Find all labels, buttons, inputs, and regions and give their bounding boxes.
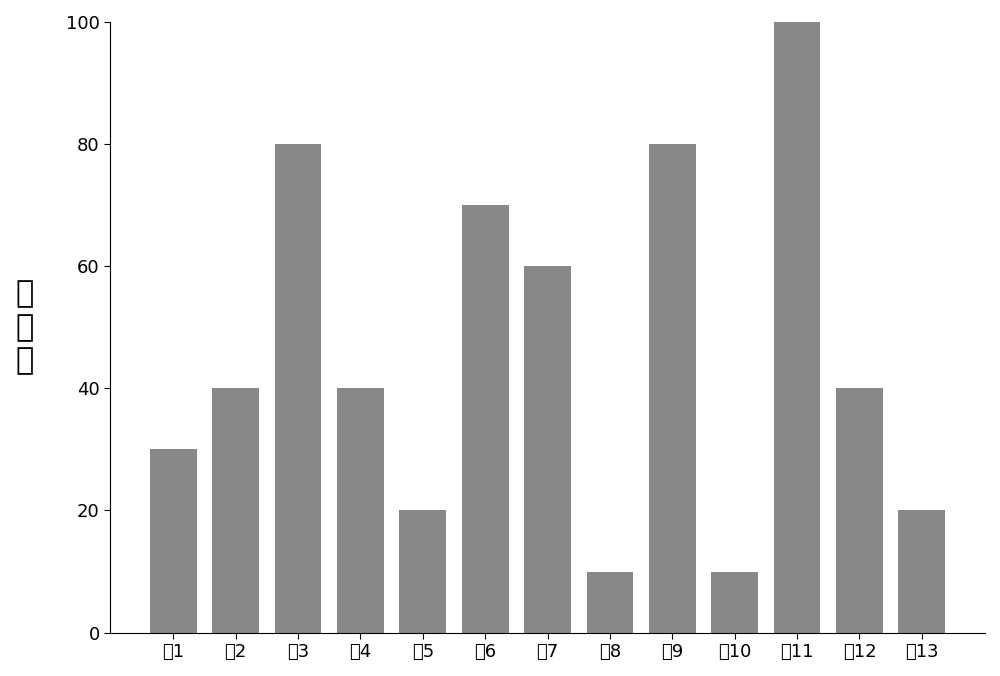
Bar bbox=[150, 450, 197, 633]
Y-axis label: 识
别
频: 识 别 频 bbox=[15, 279, 33, 375]
Bar bbox=[774, 22, 820, 633]
Bar bbox=[399, 510, 446, 633]
Bar bbox=[711, 571, 758, 633]
Bar bbox=[649, 144, 696, 633]
Bar bbox=[337, 388, 384, 633]
Bar bbox=[212, 388, 259, 633]
Bar bbox=[898, 510, 945, 633]
Bar bbox=[836, 388, 883, 633]
Bar bbox=[587, 571, 633, 633]
Bar bbox=[275, 144, 321, 633]
Bar bbox=[524, 266, 571, 633]
Bar bbox=[462, 206, 509, 633]
